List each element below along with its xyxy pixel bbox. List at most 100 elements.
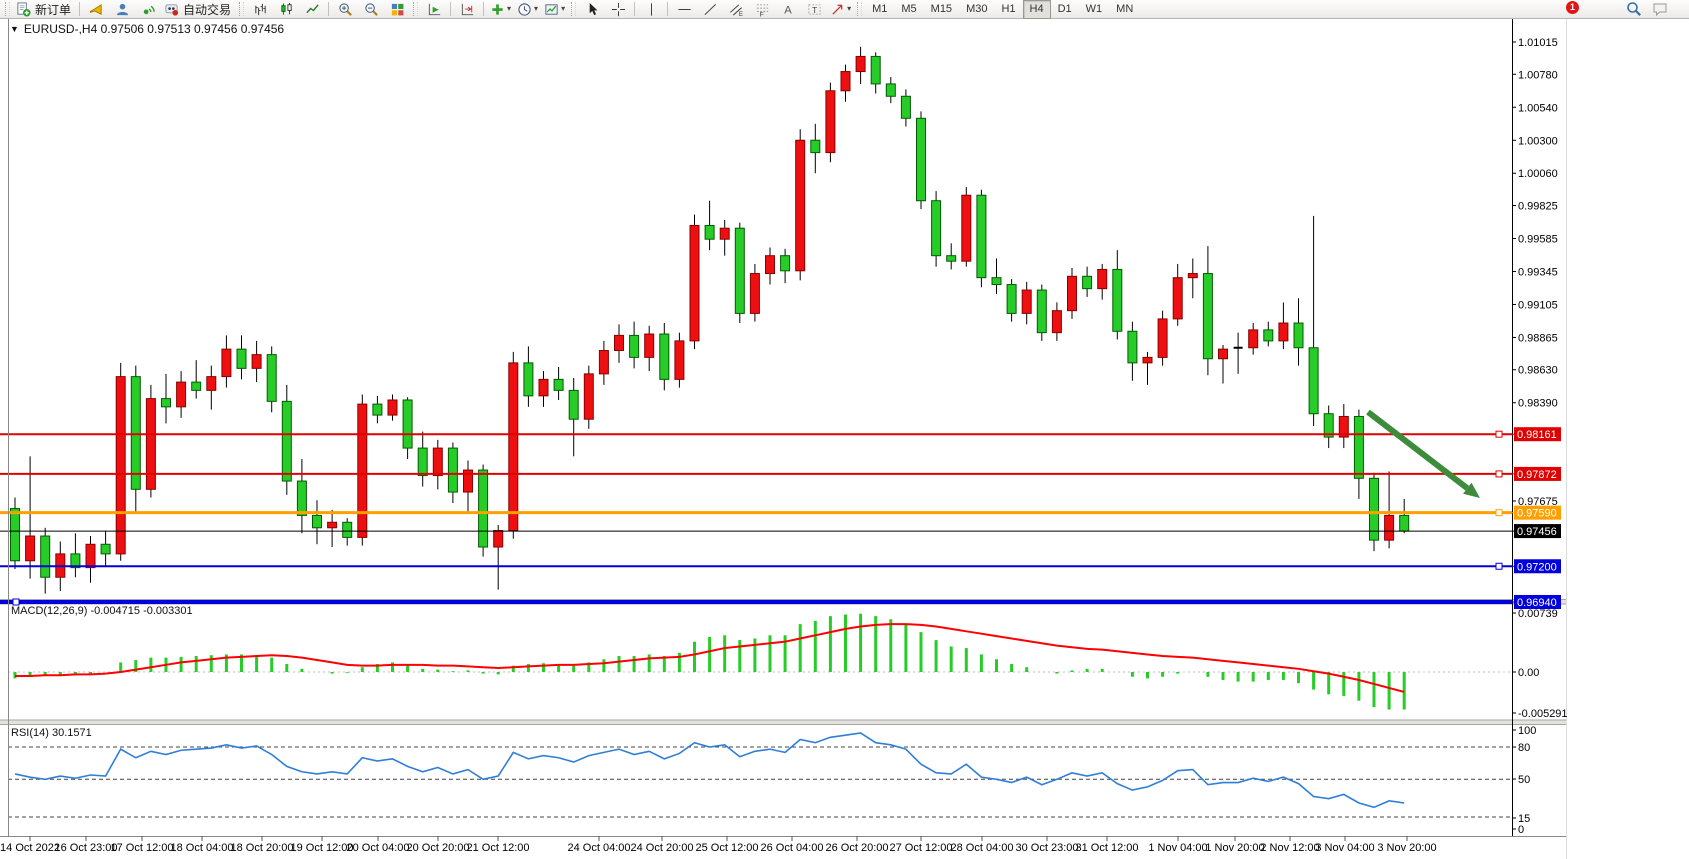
auto-trading-icon — [165, 3, 179, 16]
svg-text:30 Oct 23:00: 30 Oct 23:00 — [1016, 842, 1079, 854]
dropdown-caret-icon: ▾ — [561, 4, 566, 13]
notification-badge[interactable]: 1 — [1566, 1, 1579, 14]
svg-text:0.97456: 0.97456 — [1517, 526, 1557, 538]
trendline-tool-button[interactable] — [697, 0, 723, 19]
templates-button[interactable]: ▾ — [541, 0, 568, 19]
svg-text:0.99105: 0.99105 — [1518, 299, 1558, 311]
shapes-arrow-icon — [832, 4, 843, 15]
toolbar-grip[interactable] — [413, 2, 419, 16]
timeframe-h1-button[interactable]: H1 — [1001, 2, 1016, 15]
line-chart-mode-button[interactable] — [299, 0, 325, 19]
search-icon — [1627, 2, 1641, 16]
toolbar-grip[interactable] — [571, 2, 577, 16]
svg-text:0.97675: 0.97675 — [1518, 496, 1558, 508]
svg-text:0.98390: 0.98390 — [1518, 398, 1558, 410]
svg-text:0.97200: 0.97200 — [1517, 561, 1557, 573]
candlestick-icon — [280, 2, 292, 15]
zoom-in-button[interactable] — [332, 0, 358, 19]
timeframe-m30-button[interactable]: M30 — [966, 2, 988, 15]
svg-text:20 Oct 04:00: 20 Oct 04:00 — [347, 842, 410, 854]
zoom-out-icon — [364, 2, 378, 16]
svg-text:26 Oct 04:00: 26 Oct 04:00 — [761, 842, 824, 854]
new-order-button[interactable]: 新订单 — [13, 0, 76, 19]
price-chart-canvas[interactable]: 1.01015 1.00780 1.00540 1.00300 1.00060 0.998… — [0, 19, 1689, 859]
text-tool-button[interactable]: A — [775, 0, 801, 19]
svg-text:1.00780: 1.00780 — [1518, 69, 1558, 81]
svg-text:25 Oct 12:00: 25 Oct 12:00 — [696, 842, 759, 854]
svg-text:24 Oct 20:00: 24 Oct 20:00 — [631, 842, 694, 854]
svg-text:1.00300: 1.00300 — [1518, 135, 1558, 147]
tile-windows-icon — [391, 3, 403, 15]
cursor-tool-button[interactable] — [579, 0, 605, 19]
svg-text:1.00540: 1.00540 — [1518, 102, 1558, 114]
timeframe-m1-button[interactable]: M1 — [872, 2, 888, 15]
svg-text:0.98630: 0.98630 — [1518, 365, 1558, 377]
svg-text:18 Oct 04:00: 18 Oct 04:00 — [171, 842, 234, 854]
trendline-icon — [704, 3, 716, 15]
svg-text:20 Oct 20:00: 20 Oct 20:00 — [407, 842, 470, 854]
channel-tool-button[interactable]: E — [723, 0, 749, 19]
community-button[interactable] — [109, 0, 135, 19]
svg-text:27 Oct 12:00: 27 Oct 12:00 — [890, 842, 953, 854]
candlestick-mode-button[interactable] — [273, 0, 299, 19]
auto-scroll-button[interactable] — [421, 0, 447, 19]
svg-text:0: 0 — [1518, 824, 1524, 836]
svg-text:18 Oct 20:00: 18 Oct 20:00 — [231, 842, 294, 854]
svg-text:21 Oct 12:00: 21 Oct 12:00 — [467, 842, 530, 854]
svg-text:15: 15 — [1518, 813, 1530, 825]
svg-text:1.01015: 1.01015 — [1518, 37, 1558, 49]
signal-icon — [143, 5, 155, 14]
text-label-icon: T — [807, 3, 821, 14]
fibonacci-tool-button[interactable]: F — [749, 0, 775, 19]
auto-trading-button[interactable]: 自动交易 — [161, 0, 236, 19]
new-order-icon — [17, 1, 31, 17]
svg-text:17 Oct 12:00: 17 Oct 12:00 — [111, 842, 174, 854]
chart-shift-button[interactable] — [454, 0, 480, 19]
search-button[interactable] — [1621, 0, 1647, 19]
toolbar-grip[interactable] — [5, 2, 10, 16]
signals-button[interactable] — [135, 0, 161, 19]
svg-text:3 Nov 04:00: 3 Nov 04:00 — [1315, 842, 1374, 854]
dropdown-caret-icon: ▾ — [847, 4, 852, 13]
separator — [667, 2, 669, 16]
toolbar-grip[interactable] — [857, 2, 863, 16]
toolbar-grip[interactable] — [239, 2, 245, 16]
horizontal-line-tool-button[interactable] — [671, 0, 697, 19]
svg-text:0.98161: 0.98161 — [1517, 429, 1557, 441]
svg-text:1 Nov 04:00: 1 Nov 04:00 — [1148, 842, 1207, 854]
tile-windows-button[interactable] — [384, 0, 410, 19]
equidistant-channel-icon: E — [729, 3, 742, 17]
cursor-icon — [589, 2, 598, 15]
svg-text:50: 50 — [1518, 774, 1530, 786]
svg-text:-0.005291: -0.005291 — [1518, 708, 1568, 720]
clock-icon — [518, 2, 531, 16]
timeframe-mn-button[interactable]: MN — [1116, 2, 1134, 15]
chart-window: 1.01015 1.00780 1.00540 1.00300 1.00060 0.998… — [0, 19, 1689, 859]
timeframe-h4-button[interactable]: H4 — [1022, 0, 1051, 19]
text-label-tool-button[interactable]: T — [801, 0, 827, 19]
timeframe-m5-button[interactable]: M5 — [901, 2, 917, 15]
timeframe-m15-button[interactable]: M15 — [930, 2, 953, 15]
notifications-button[interactable] — [1647, 0, 1673, 19]
auto-scroll-icon — [428, 3, 440, 15]
svg-text:0.99345: 0.99345 — [1518, 266, 1558, 278]
vertical-line-tool-button[interactable] — [638, 0, 664, 19]
svg-text:F: F — [759, 11, 763, 16]
svg-text:3 Nov 20:00: 3 Nov 20:00 — [1377, 842, 1436, 854]
indicators-button[interactable]: ▾ — [487, 0, 514, 19]
alerts-button[interactable] — [83, 0, 109, 19]
zoom-out-button[interactable] — [358, 0, 384, 19]
fibonacci-icon: F — [756, 3, 768, 17]
arrows-tool-button[interactable]: ▾ — [827, 0, 854, 19]
crosshair-tool-button[interactable] — [605, 0, 631, 19]
dropdown-caret-icon: ▾ — [507, 4, 512, 13]
horizontal-line-icon — [677, 8, 691, 10]
timeframe-w1-button[interactable]: W1 — [1085, 2, 1103, 15]
separator — [79, 2, 81, 16]
new-order-label: 新订单 — [35, 2, 72, 17]
horn-icon — [89, 3, 102, 15]
bar-chart-mode-button[interactable] — [247, 0, 273, 19]
person-icon — [116, 3, 128, 15]
periods-button[interactable]: ▾ — [514, 0, 541, 19]
timeframe-d1-button[interactable]: D1 — [1057, 2, 1072, 15]
